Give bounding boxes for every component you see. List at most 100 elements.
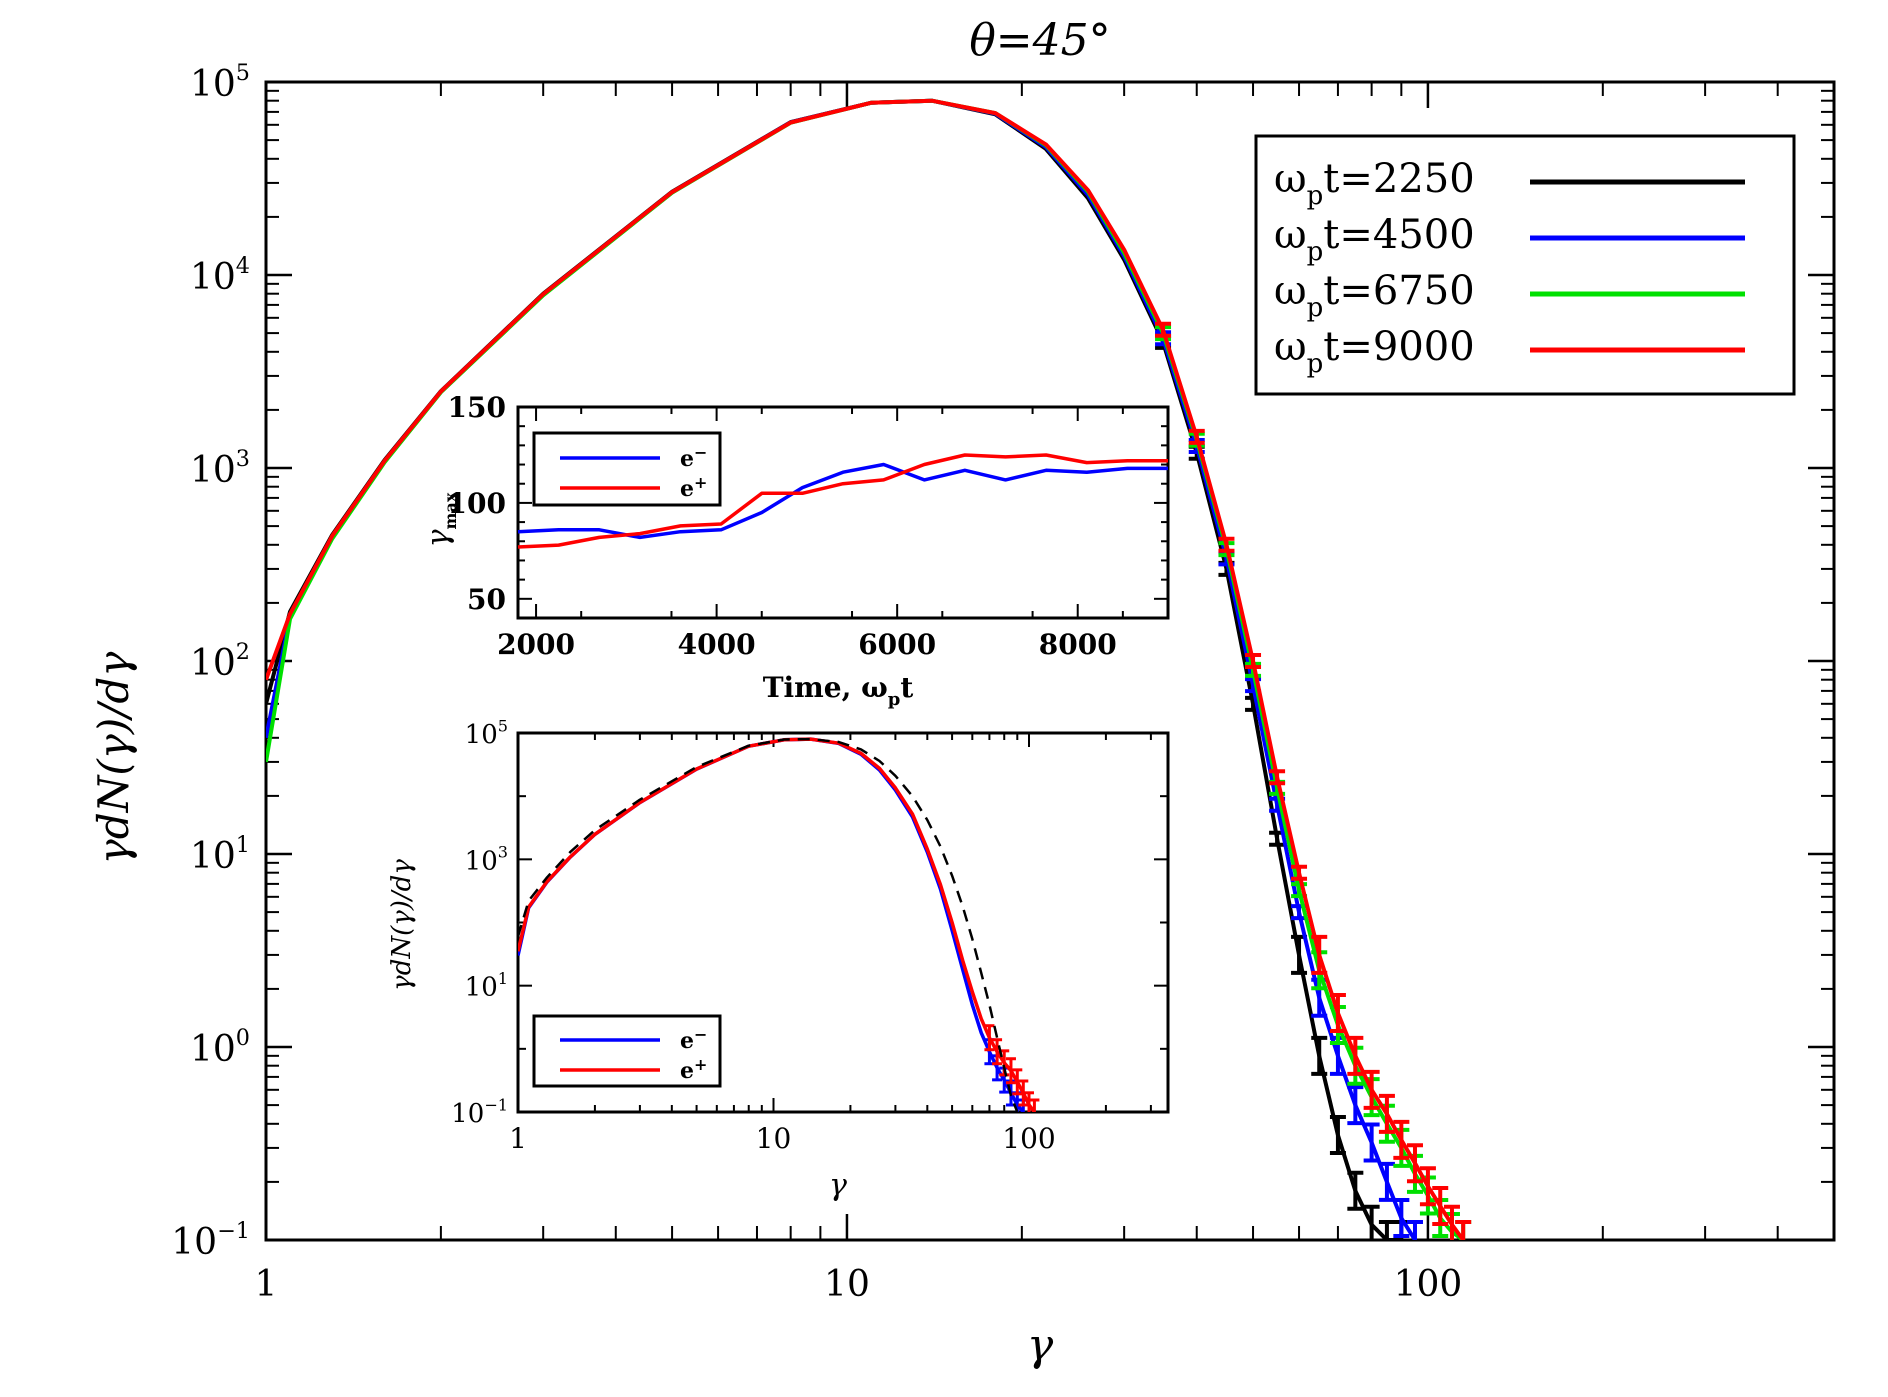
main-y-tick-label-exp: 0	[236, 1025, 250, 1051]
main-y-tick-label: 103	[190, 446, 250, 491]
main-x-tick-label: 1	[255, 1264, 278, 1305]
legend-rest: t=6750	[1323, 268, 1474, 314]
inset-bottom-legend-label-1: e−	[680, 1025, 707, 1054]
legend-base: e	[680, 476, 694, 502]
main-y-tick-label: 104	[190, 253, 250, 298]
main-x-tick-label: 10	[824, 1264, 870, 1305]
legend-sub: p	[1307, 349, 1324, 379]
legend-base: e	[680, 1058, 694, 1084]
inset-bottom-y-axis-label: γdN(γ)/dγ	[387, 859, 417, 991]
inset-bottom-y-tick-label-exp: 3	[498, 843, 508, 862]
main-legend-label-2: ωpt=4500	[1274, 212, 1475, 267]
main-legend-label-1: ωpt=2250	[1274, 156, 1475, 211]
legend-sup: −	[694, 443, 707, 462]
inset-bottom-x-axis-label: γ	[829, 1168, 847, 1203]
inset-top-x-tick-label: 4000	[678, 628, 756, 661]
main-x-axis-label: γ	[1027, 1320, 1054, 1371]
main-title: θ=45°	[969, 15, 1110, 66]
inset-top-legend-label-2: e+	[680, 473, 707, 502]
main-y-tick-label-base: 10	[190, 450, 236, 491]
main-y-tick-label-exp: 4	[236, 253, 250, 279]
inset-top-x-tick-label: 2000	[497, 628, 575, 661]
inset-bottom-x-tick-label: 100	[1002, 1122, 1055, 1155]
main-plot: 1 10 10010−1100101102103104105ωpt=2250ωpt=…	[171, 60, 1836, 1305]
inset-bottom-legend: e−e+	[532, 1014, 722, 1088]
legend-omega: ω	[1274, 212, 1307, 258]
main-y-tick-label: 105	[190, 60, 250, 105]
legend-base: e	[680, 1028, 694, 1054]
inset-top-series-line-2	[517, 453, 1168, 549]
inset-top-x-tick-label: 6000	[858, 628, 936, 661]
inset-top-y-tick-label: 150	[448, 391, 506, 424]
main-legend-label-3: ωpt=6750	[1274, 268, 1475, 323]
inset-bottom-y-tick-label: 10−1	[451, 1095, 508, 1129]
inset-bottom-legend-box	[532, 1014, 722, 1088]
inset-top-xlabel-main: Time, ω	[763, 671, 888, 704]
legend-sup: −	[694, 1025, 707, 1044]
legend-omega: ω	[1274, 156, 1307, 202]
main-y-tick-label-base: 10	[190, 64, 236, 105]
inset-top-ylabel-sym: γ	[421, 529, 456, 547]
inset-top-x-tick-label: 8000	[1039, 628, 1117, 661]
inset-top-ylabel-sub: max	[441, 492, 460, 529]
inset-bottom-legend-label-2: e+	[680, 1055, 707, 1084]
main-y-tick-label-exp: −1	[217, 1218, 250, 1244]
main-y-tick-label: 101	[190, 832, 250, 877]
inset-bottom-series-group	[518, 737, 1040, 1112]
inset-top-legend-box	[532, 431, 722, 507]
inset-bottom-y-tick-label: 105	[465, 716, 508, 750]
legend-rest: t=9000	[1323, 324, 1474, 370]
inset-top-xlabel-end: t	[900, 671, 913, 704]
inset-bottom-y-tick-label: 101	[465, 969, 508, 1003]
inset-bottom-y-tick-label: 103	[465, 843, 508, 877]
main-y-tick-label: 102	[190, 639, 250, 684]
inset-top-x-axis-label: Time, ωpt	[763, 671, 914, 710]
inset-top-y-axis-label: γmax	[421, 492, 460, 547]
inset-top-legend: e−e+	[532, 431, 722, 507]
inset-top-xlabel-sub: p	[888, 689, 901, 710]
main-y-tick-label-base: 10	[190, 257, 236, 298]
main-y-tick-label-exp: 3	[236, 446, 250, 472]
inset-bottom-y-tick-label-base: 10	[465, 720, 498, 750]
main-y-tick-label-exp: 1	[236, 832, 250, 858]
legend-omega: ω	[1274, 324, 1307, 370]
main-y-axis-label: γdN(γ)/dγ	[89, 651, 138, 865]
inset-top-y-tick-label: 50	[467, 583, 506, 616]
inset-top-legend-label-1: e−	[680, 443, 707, 472]
main-y-tick-label-base: 10	[171, 1222, 217, 1263]
legend-sup: +	[694, 1055, 707, 1074]
legend-sub: p	[1307, 237, 1324, 267]
inset-top-frame	[516, 405, 1170, 620]
main-y-tick-label-exp: 2	[236, 639, 250, 665]
legend-sup: +	[694, 473, 707, 492]
inset-bottom-y-tick-label-base: 10	[465, 846, 498, 876]
inset-bottom-y-tick-label-base: 10	[465, 973, 498, 1003]
legend-sub: p	[1307, 181, 1324, 211]
inset-top-y-tick-label: 100	[448, 487, 506, 520]
main-y-tick-label-exp: 5	[236, 60, 250, 86]
legend-base: e	[680, 446, 694, 472]
inset-bottom-y-tick-label-exp: 5	[498, 716, 508, 735]
legend-rest: t=2250	[1323, 156, 1474, 202]
main-legend-label-4: ωpt=9000	[1274, 324, 1475, 379]
main-y-tick-label-base: 10	[190, 836, 236, 877]
inset-bottom-series-line-2	[518, 737, 1036, 1112]
main-y-tick-label: 100	[190, 1025, 250, 1070]
inset-bottom-x-tick-label: 1	[509, 1122, 527, 1155]
legend-rest: t=4500	[1323, 212, 1474, 258]
inset-bottom-y-tick-label-exp: 1	[498, 969, 508, 988]
legend-sub: p	[1307, 293, 1324, 323]
main-y-tick-label-base: 10	[190, 643, 236, 684]
inset-bottom-x-tick-label: 10	[756, 1122, 792, 1155]
inset-bottom-y-tick-label-base: 10	[451, 1099, 484, 1129]
main-x-tick-label: 100	[1394, 1264, 1463, 1305]
legend-omega: ω	[1274, 268, 1307, 314]
inset-bottom-y-tick-label-exp: −1	[484, 1095, 508, 1114]
inset-bottom-series-line-3	[518, 737, 1019, 1112]
main-series-group	[266, 98, 1472, 1240]
